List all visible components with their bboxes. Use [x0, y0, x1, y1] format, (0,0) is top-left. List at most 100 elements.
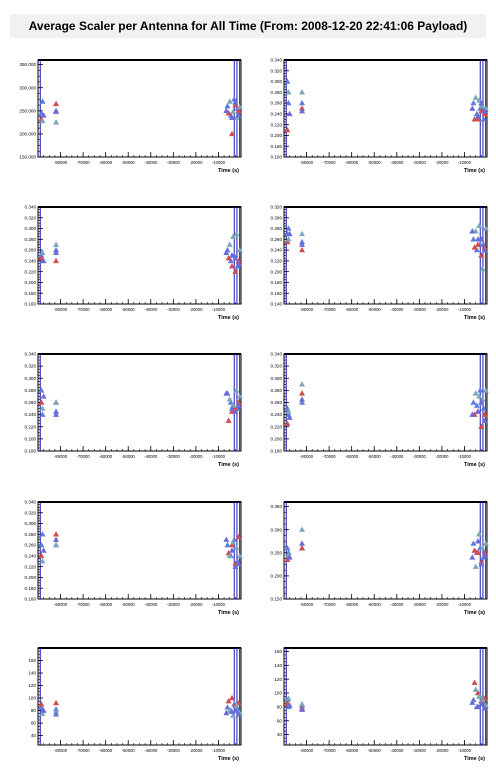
y-tick-label: 0.160 — [25, 597, 37, 602]
chart-panel-1: -80000 -70000 -60000 -50000 -40000 -30000 -200… — [19, 59, 243, 174]
data-point-marker — [40, 257, 47, 264]
data-point-marker — [478, 99, 485, 106]
y-tick-label: 0.200 — [25, 436, 37, 441]
y-tick-label: 0.340 — [25, 205, 37, 210]
x-tick-label: -10000 — [212, 160, 226, 165]
y-tick-label: 0.340 — [25, 500, 37, 505]
data-point-marker — [235, 560, 242, 567]
x-axis-label: Time (s) — [464, 462, 485, 468]
data-point-marker — [223, 249, 230, 256]
y-tick-label: 40 — [31, 733, 37, 738]
data-point-marker — [286, 702, 293, 708]
y-tick-label: 160 — [274, 649, 282, 654]
chart-panel-6: -80000 -70000 -60000 -50000 -40000 -30000 -200… — [271, 352, 489, 468]
data-point-marker — [224, 102, 231, 109]
x-tick-label: -60000 — [99, 307, 113, 312]
y-tick-label: 0.320 — [25, 510, 37, 515]
x-tick-label: -60000 — [345, 454, 359, 459]
y-tick-label: 0.180 — [271, 449, 283, 454]
x-tick-label: -70000 — [77, 602, 91, 607]
x-tick-label: -50000 — [368, 307, 382, 312]
x-tick-label: -30000 — [167, 454, 181, 459]
x-tick-label: -50000 — [368, 748, 382, 753]
data-point-marker — [39, 117, 46, 124]
data-point-marker — [482, 540, 489, 546]
data-point-marker — [299, 526, 306, 532]
plot-frame — [283, 501, 488, 600]
data-point-marker — [478, 423, 485, 429]
x-tick-label: -70000 — [77, 454, 91, 459]
data-point-marker — [39, 710, 46, 716]
data-point-marker — [53, 108, 60, 114]
y-tick-label: 0.200 — [271, 269, 283, 274]
x-tick-label: -40000 — [144, 602, 158, 607]
data-point-marker — [40, 393, 47, 399]
data-point-marker — [232, 707, 239, 713]
y-tick-label: 100 — [274, 691, 282, 696]
data-point-marker — [286, 414, 293, 420]
data-point-marker — [478, 236, 485, 242]
data-point-marker — [299, 107, 306, 114]
x-tick-label: -60000 — [99, 160, 113, 165]
data-point-marker — [228, 114, 235, 120]
data-point-marker — [470, 236, 477, 242]
x-tick-label: -80000 — [54, 307, 68, 312]
data-point-marker — [470, 99, 477, 106]
data-point-marker — [236, 393, 243, 399]
data-point-marker — [299, 396, 306, 402]
y-tick-label: 0.220 — [271, 424, 283, 429]
x-tick-label: -50000 — [122, 602, 136, 607]
x-tick-label: -10000 — [212, 307, 226, 312]
data-point-marker — [479, 265, 486, 272]
data-point-marker — [38, 552, 45, 559]
data-point-marker — [481, 705, 488, 711]
y-tick-label: 60 — [31, 721, 37, 726]
y-tick-label: 0.160 — [271, 155, 283, 160]
data-point-marker — [286, 554, 293, 560]
chart-panel-5: -80000 -70000 -60000 -50000 -40000 -30000 -200… — [25, 352, 243, 468]
data-point-marker — [53, 541, 60, 548]
data-point-marker — [299, 230, 306, 237]
data-point-marker — [39, 411, 46, 417]
y-tick-label: 0.350 — [271, 504, 283, 509]
data-point-marker — [224, 541, 231, 548]
x-axis-label: Time (s) — [464, 610, 485, 616]
data-point-marker — [481, 417, 488, 423]
x-tick-label: -60000 — [345, 307, 359, 312]
plot-frame — [283, 353, 488, 452]
x-tick-label: -20000 — [189, 307, 203, 312]
data-point-marker — [285, 225, 292, 231]
y-tick-label: 0.180 — [271, 144, 283, 149]
data-point-marker — [233, 230, 240, 237]
data-point-marker — [230, 712, 237, 718]
x-tick-label: -20000 — [435, 160, 449, 165]
x-axis-label: Time (s) — [218, 168, 239, 174]
y-tick-label: 0.250 — [271, 550, 283, 555]
data-point-marker — [299, 544, 306, 551]
chart-title-bar: Average Scaler per Antenna for All Time … — [10, 14, 486, 38]
data-point-marker — [53, 399, 60, 405]
x-tick-label: -80000 — [54, 160, 68, 165]
data-point-marker — [469, 105, 476, 111]
data-point-marker — [228, 405, 235, 411]
data-point-marker — [53, 699, 60, 706]
x-tick-label: -60000 — [345, 160, 359, 165]
data-point-marker — [299, 89, 306, 95]
x-tick-label: -70000 — [77, 748, 91, 753]
data-point-marker — [232, 563, 239, 569]
x-tick-label: -10000 — [458, 602, 472, 607]
data-point-marker — [471, 547, 478, 553]
y-tick-label: 0.300 — [25, 521, 37, 526]
x-tick-label: -40000 — [144, 307, 158, 312]
x-tick-label: -60000 — [99, 454, 113, 459]
data-point-marker — [236, 246, 243, 253]
y-tick-label: 0.140 — [271, 302, 283, 307]
y-tick-label: 150.000 — [19, 155, 36, 160]
data-point-marker — [53, 100, 60, 107]
x-axis-label: Time (s) — [464, 168, 485, 174]
x-tick-label: -30000 — [413, 602, 427, 607]
data-point-marker — [235, 533, 242, 540]
data-point-marker — [472, 686, 479, 692]
y-tick-label: 0.200 — [271, 133, 283, 138]
y-tick-label: 0.260 — [271, 101, 283, 106]
